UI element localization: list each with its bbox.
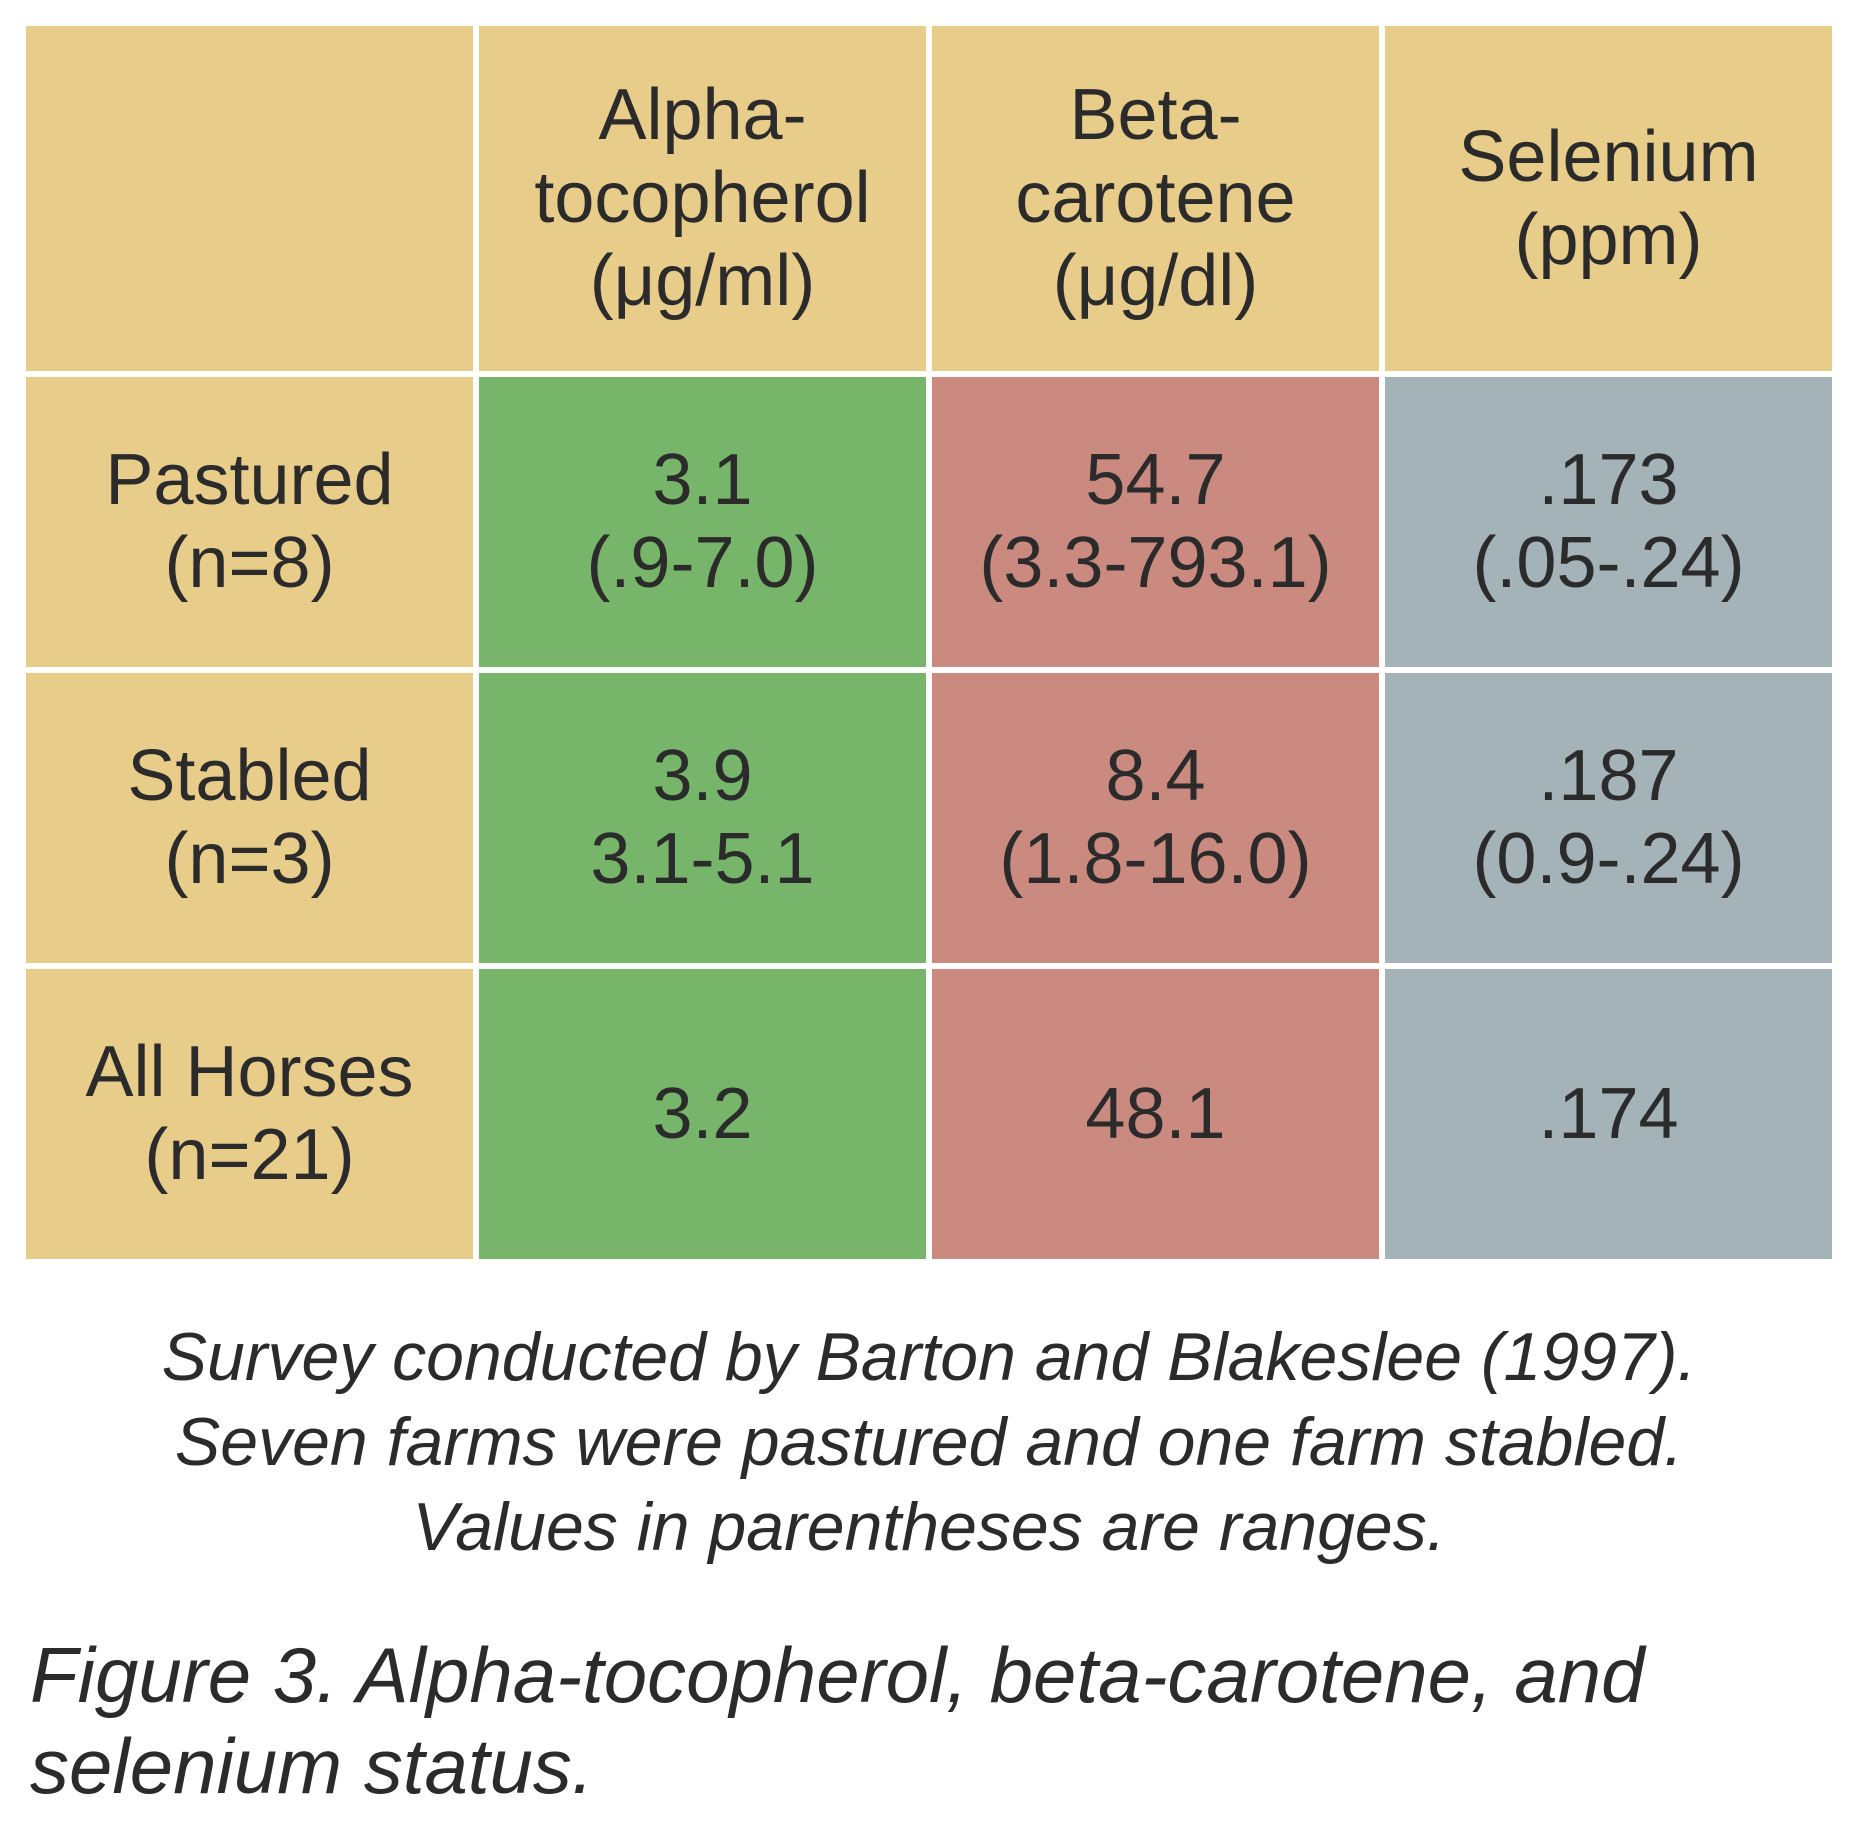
cell-value: 3.1 <box>499 439 906 522</box>
cell-pastured-beta: 54.7 (3.3-793.1) <box>932 377 1379 667</box>
header-selenium-line1: Selenium <box>1405 116 1812 199</box>
table-row: Stabled (n=3) 3.9 3.1-5.1 8.4 (1.8-16.0)… <box>26 673 1832 963</box>
cell-range: (1.8-16.0) <box>952 818 1359 901</box>
row-header-line1: Pastured <box>46 439 453 522</box>
cell-range: (.9-7.0) <box>499 522 906 605</box>
row-header-all-horses: All Horses (n=21) <box>26 969 473 1259</box>
cell-range: (3.3-793.1) <box>952 522 1359 605</box>
header-alpha-line1: Alpha- <box>499 74 906 157</box>
cell-value: .174 <box>1405 1073 1812 1156</box>
header-empty <box>26 26 473 371</box>
header-alpha-line2: tocopherol <box>499 157 906 240</box>
cell-range: 3.1-5.1 <box>499 818 906 901</box>
row-header-pastured: Pastured (n=8) <box>26 377 473 667</box>
row-header-line2: (n=8) <box>46 522 453 605</box>
cell-stabled-beta: 8.4 (1.8-16.0) <box>932 673 1379 963</box>
cell-all-selenium: .174 <box>1385 969 1832 1259</box>
header-alpha: Alpha- tocopherol (μg/ml) <box>479 26 926 371</box>
nutrient-status-table: Alpha- tocopherol (μg/ml) Beta-carotene … <box>20 20 1838 1265</box>
cell-value: 54.7 <box>952 439 1359 522</box>
row-header-line1: Stabled <box>46 735 453 818</box>
cell-stabled-alpha: 3.9 3.1-5.1 <box>479 673 926 963</box>
header-beta-line1: Beta-carotene <box>952 74 1359 240</box>
row-header-stabled: Stabled (n=3) <box>26 673 473 963</box>
cell-pastured-selenium: .173 (.05-.24) <box>1385 377 1832 667</box>
header-beta: Beta-carotene (μg/dl) <box>932 26 1379 371</box>
cell-all-alpha: 3.2 <box>479 969 926 1259</box>
cell-value: 8.4 <box>952 735 1359 818</box>
cell-range: (.05-.24) <box>1405 522 1812 605</box>
header-selenium-line2: (ppm) <box>1405 199 1812 282</box>
cell-value: 3.9 <box>499 735 906 818</box>
header-alpha-line3: (μg/ml) <box>499 240 906 323</box>
row-header-line2: (n=3) <box>46 818 453 901</box>
cell-value: .173 <box>1405 439 1812 522</box>
header-beta-line2: (μg/dl) <box>952 240 1359 323</box>
row-header-line2: (n=21) <box>46 1114 453 1197</box>
row-header-line1: All Horses <box>46 1031 453 1114</box>
cell-range: (0.9-.24) <box>1405 818 1812 901</box>
table-caption: Survey conducted by Barton and Blakeslee… <box>20 1315 1838 1570</box>
cell-value: .187 <box>1405 735 1812 818</box>
cell-stabled-selenium: .187 (0.9-.24) <box>1385 673 1832 963</box>
cell-all-beta: 48.1 <box>932 969 1379 1259</box>
cell-value: 48.1 <box>952 1073 1359 1156</box>
cell-pastured-alpha: 3.1 (.9-7.0) <box>479 377 926 667</box>
cell-value: 3.2 <box>499 1073 906 1156</box>
table-row: Pastured (n=8) 3.1 (.9-7.0) 54.7 (3.3-79… <box>26 377 1832 667</box>
table-header-row: Alpha- tocopherol (μg/ml) Beta-carotene … <box>26 26 1832 371</box>
table-container: Alpha- tocopherol (μg/ml) Beta-carotene … <box>20 20 1838 1265</box>
figure-title: Figure 3. Alpha-tocopherol, beta-caroten… <box>20 1630 1838 1812</box>
header-selenium: Selenium (ppm) <box>1385 26 1832 371</box>
table-row: All Horses (n=21) 3.2 48.1 .174 <box>26 969 1832 1259</box>
